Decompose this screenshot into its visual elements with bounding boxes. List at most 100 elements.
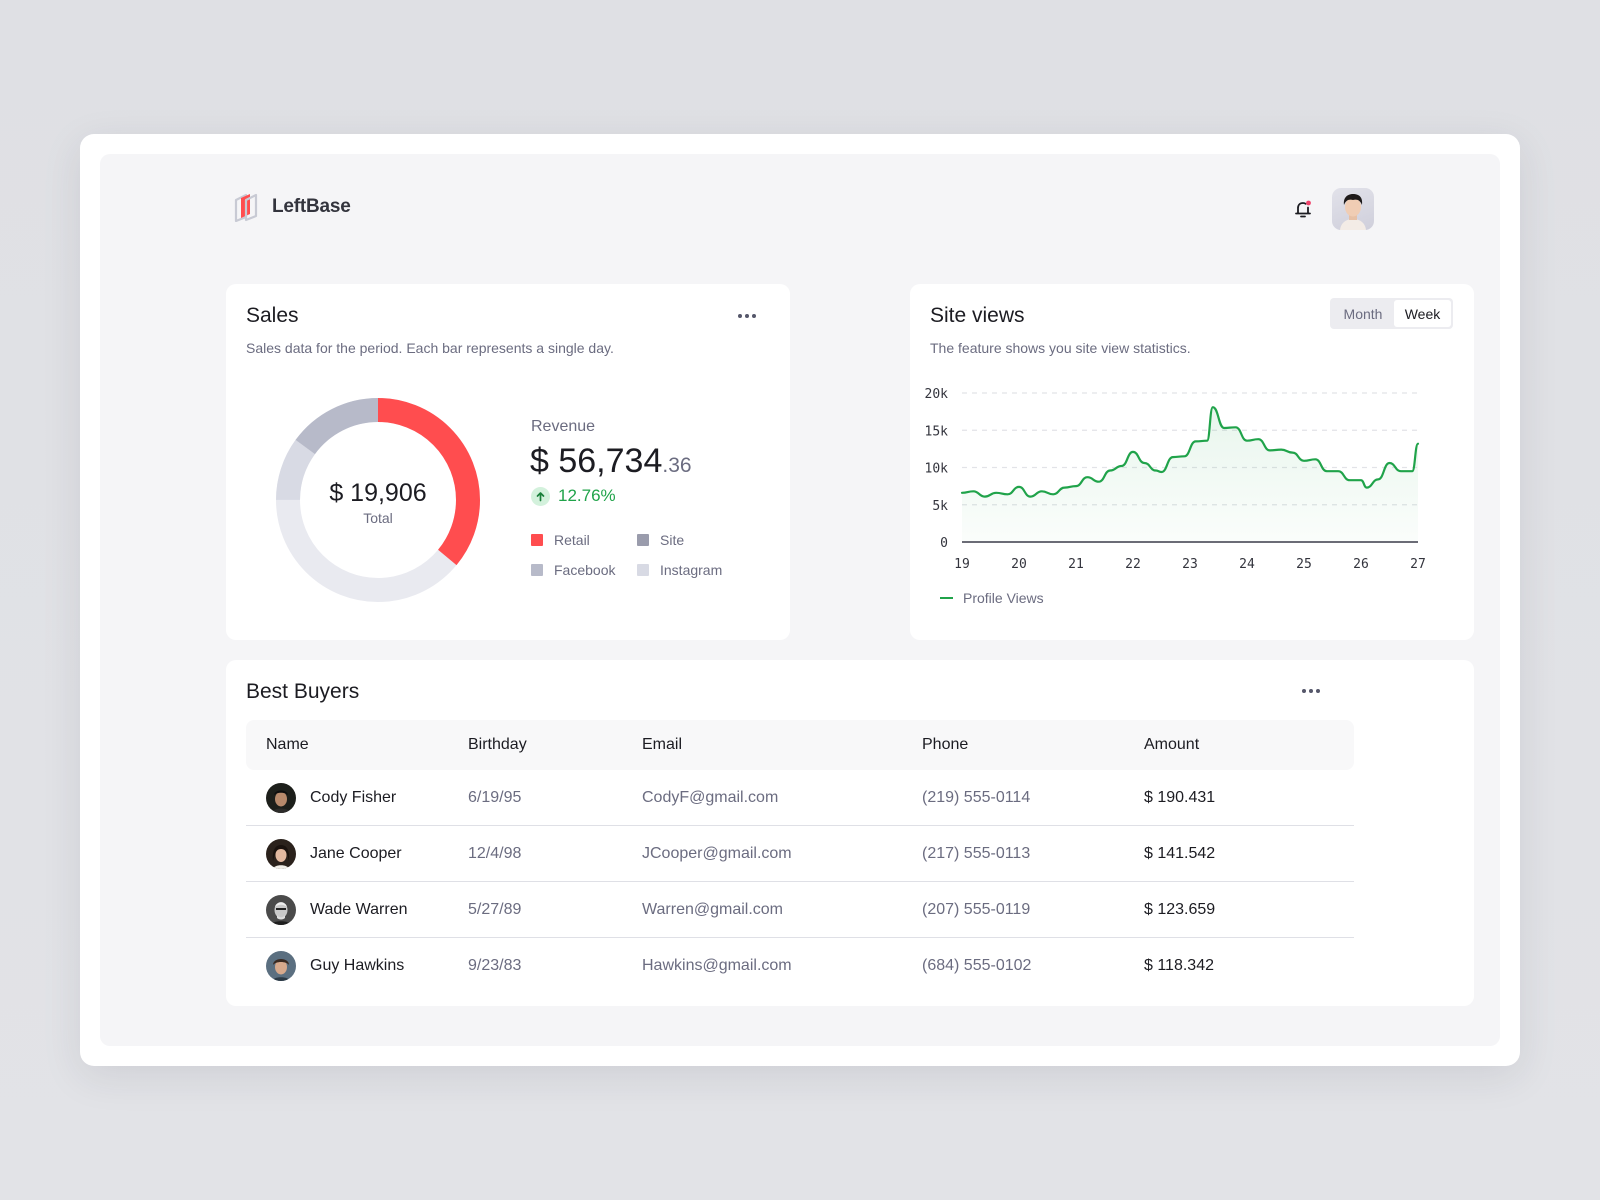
notification-dot	[1306, 200, 1311, 206]
buyer-email: JCooper@gmail.com	[642, 844, 792, 862]
buyer-name: Wade Warren	[310, 900, 408, 918]
table-row[interactable]: Cody Fisher 6/19/95 CodyF@gmail.com (219…	[246, 770, 1354, 826]
best-buyers-card: Best Buyers Name Birthday Email Phone Am…	[226, 660, 1474, 1006]
legend-label: Facebook	[554, 562, 616, 578]
arrow-up-icon	[531, 486, 550, 506]
y-tick-label: 0	[940, 536, 948, 551]
table-row[interactable]: Guy Hawkins 9/23/83 Hawkins@gmail.com (6…	[246, 938, 1354, 994]
chart-legend: Profile Views	[940, 590, 1044, 606]
avatar	[266, 894, 296, 925]
sales-card: Sales Sales data for the period. Each ba…	[226, 284, 790, 640]
buyer-email: CodyF@gmail.com	[642, 788, 779, 806]
x-tick-label: 21	[1068, 557, 1084, 572]
user-avatar-image	[1340, 194, 1366, 230]
chart-area	[962, 407, 1418, 542]
x-tick-label: 25	[1296, 557, 1312, 572]
revenue-cents: .36	[662, 454, 692, 477]
dashboard-canvas: LeftBase Sales Sales data for the pe	[100, 154, 1500, 1046]
logo-icon	[234, 193, 258, 222]
x-tick-label: 19	[954, 557, 970, 572]
retail-swatch-icon	[531, 534, 543, 546]
x-tick-label: 20	[1011, 557, 1027, 572]
y-axis-ticks: 0 5k 10k 15k 20k	[925, 387, 949, 551]
sales-donut-chart	[276, 398, 480, 602]
facebook-swatch-icon	[531, 564, 543, 576]
buyer-name: Cody Fisher	[310, 788, 397, 806]
buyer-birthday: 6/19/95	[468, 788, 522, 806]
column-header-amount[interactable]: Amount	[1144, 736, 1200, 753]
table-header: Name Birthday Email Phone Amount	[246, 720, 1354, 770]
legend-item-instagram: Instagram	[637, 562, 747, 578]
sales-title: Sales	[246, 304, 299, 327]
buyer-phone: (217) 555-0113	[922, 844, 1031, 862]
x-axis-ticks: 19 20 21 22 23 24 25 26 27	[954, 557, 1426, 572]
buyer-birthday: 12/4/98	[468, 844, 522, 862]
chart-line	[960, 406, 1420, 498]
buyer-phone: (207) 555-0119	[922, 900, 1031, 918]
period-toggle: Month Week	[1330, 298, 1453, 329]
app-name: LeftBase	[272, 196, 351, 217]
x-tick-label: 26	[1353, 557, 1369, 572]
notifications-button[interactable]	[1292, 198, 1314, 220]
donut-segment-site	[276, 398, 480, 602]
avatar	[266, 782, 296, 813]
column-header-name[interactable]: Name	[266, 736, 309, 753]
buyer-birthday: 9/23/83	[468, 957, 522, 974]
buyer-amount: $ 190.431	[1144, 788, 1216, 806]
table-row[interactable]: Jane Cooper 12/4/98 JCooper@gmail.com (2…	[246, 826, 1354, 882]
y-tick-label: 20k	[925, 387, 949, 402]
site-views-subtitle: The feature shows you site view statisti…	[930, 340, 1191, 356]
avatar	[266, 951, 296, 981]
legend-label: Retail	[554, 532, 590, 548]
legend-item-site: Site	[637, 532, 747, 548]
y-tick-label: 5k	[932, 499, 948, 514]
column-header-phone[interactable]: Phone	[922, 736, 969, 753]
more-dot-icon	[738, 314, 742, 318]
sales-legend: Retail Site Facebook Instagram	[531, 532, 747, 578]
user-avatar[interactable]	[1332, 188, 1374, 230]
instagram-swatch-icon	[637, 564, 649, 576]
revenue-label: Revenue	[531, 418, 596, 435]
legend-line-icon	[940, 597, 953, 599]
more-dot-icon	[1316, 689, 1320, 693]
site-views-card: Site views Month Week The feature shows …	[910, 284, 1474, 640]
toggle-week[interactable]: Week	[1394, 300, 1451, 327]
bell-icon	[1295, 200, 1311, 218]
sales-more-button[interactable]	[734, 310, 760, 322]
buyer-amount: $ 123.659	[1144, 900, 1216, 918]
site-swatch-icon	[637, 534, 649, 546]
sales-total-value: $ 19,906	[329, 479, 427, 507]
revenue-main: $ 56,734	[530, 442, 663, 480]
x-tick-label: 23	[1182, 557, 1198, 572]
x-tick-label: 27	[1410, 557, 1426, 572]
site-views-title: Site views	[930, 304, 1025, 327]
toggle-month[interactable]: Month	[1343, 305, 1383, 322]
x-tick-label: 24	[1239, 557, 1255, 572]
donut-center: $ 19,906 Total	[274, 479, 482, 526]
buyer-phone: (219) 555-0114	[922, 788, 1031, 806]
buyer-name: Jane Cooper	[310, 844, 402, 862]
revenue-change: 12.76%	[531, 486, 616, 506]
app-window: LeftBase Sales Sales data for the pe	[80, 134, 1520, 1066]
legend-label: Instagram	[660, 562, 723, 578]
sales-total-label: Total	[363, 510, 393, 526]
revenue-value: $ 56,734.36	[530, 442, 692, 481]
buyer-email: Hawkins@gmail.com	[642, 957, 792, 974]
buyers-title: Best Buyers	[246, 680, 360, 703]
y-tick-label: 10k	[925, 462, 949, 477]
legend-label: Site	[660, 532, 685, 548]
buyer-email: Warren@gmail.com	[642, 900, 784, 918]
buyer-birthday: 5/27/89	[468, 900, 522, 918]
legend-item-facebook: Facebook	[531, 562, 637, 578]
buyers-more-button[interactable]	[1298, 685, 1324, 697]
table-row[interactable]: Wade Warren 5/27/89 Warren@gmail.com (20…	[246, 882, 1354, 938]
column-header-email[interactable]: Email	[642, 736, 683, 753]
revenue-change-value: 12.76%	[558, 486, 616, 505]
more-dot-icon	[1309, 689, 1313, 693]
logo[interactable]: LeftBase	[232, 192, 351, 222]
more-dot-icon	[1302, 689, 1306, 693]
buyers-table: Name Birthday Email Phone Amount Cody Fi…	[246, 720, 1354, 994]
column-header-birthday[interactable]: Birthday	[468, 736, 527, 753]
buyer-amount: $ 118.342	[1144, 957, 1214, 974]
buyer-amount: $ 141.542	[1144, 844, 1216, 862]
